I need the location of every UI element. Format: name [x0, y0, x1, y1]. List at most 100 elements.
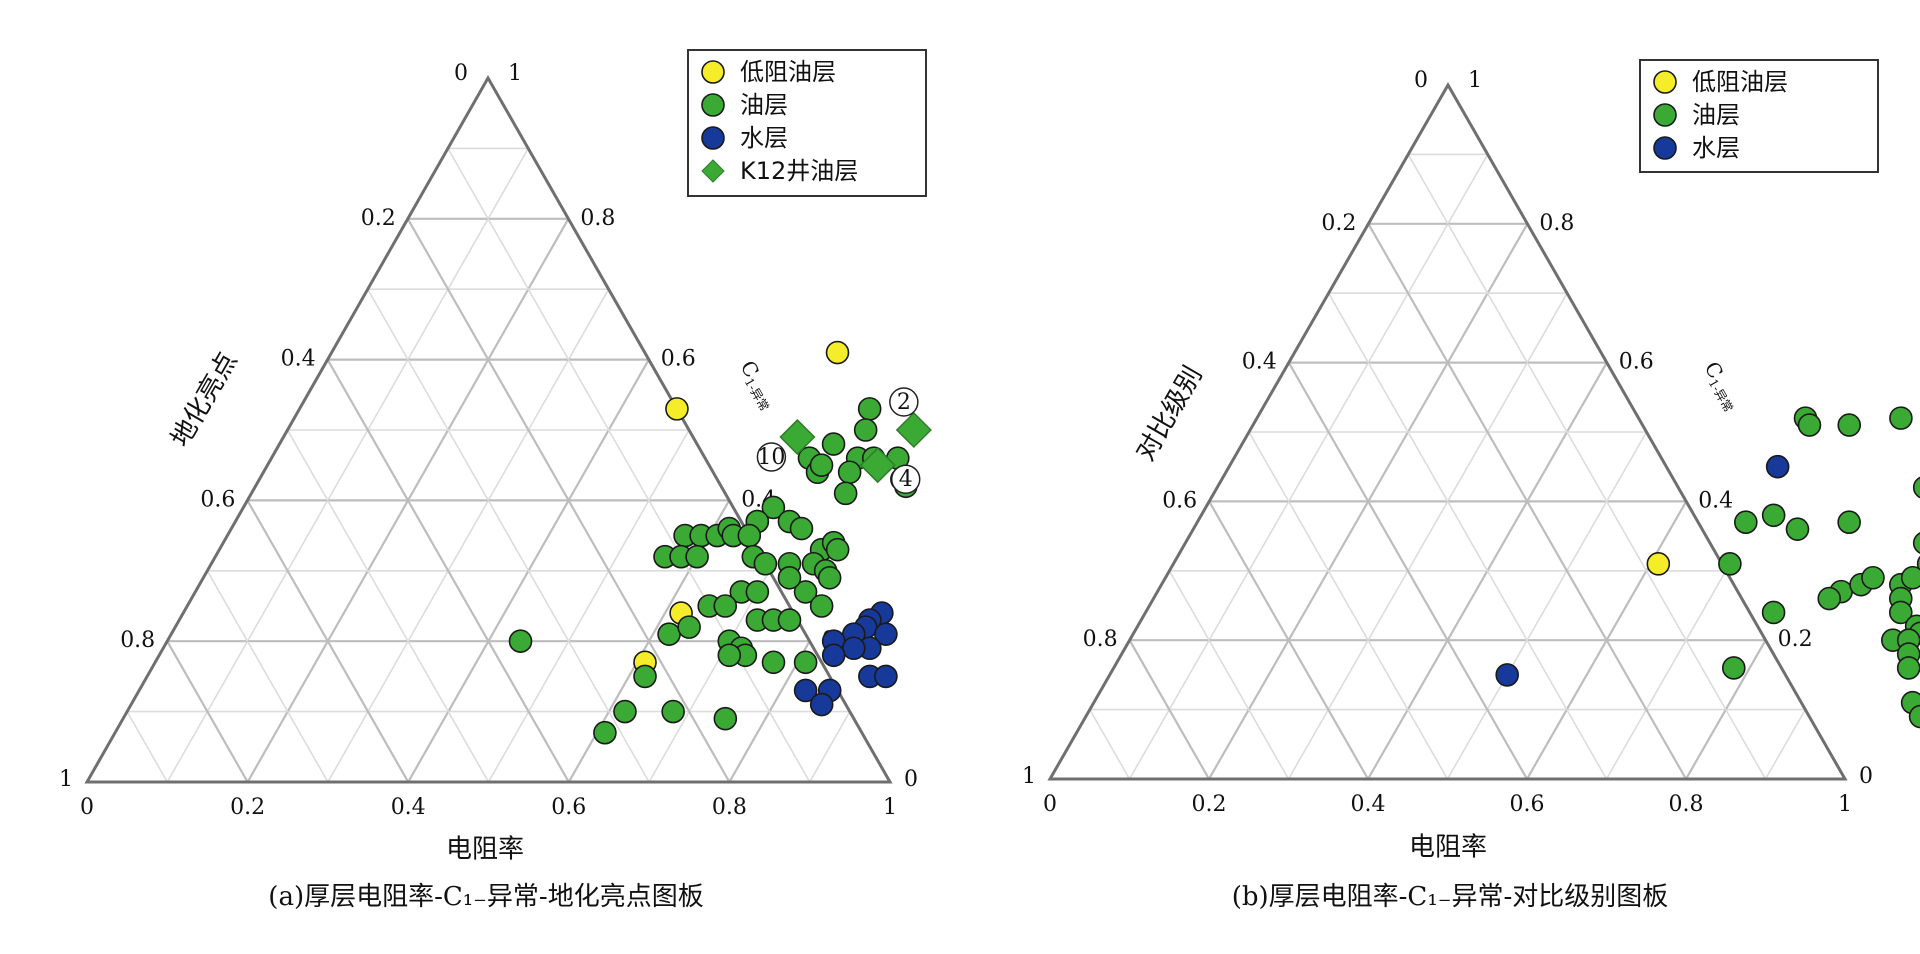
data-point: [761, 495, 786, 520]
right-axis-title-sub: 1-异常: [1706, 376, 1736, 414]
data-point: [753, 551, 778, 576]
data-point: [1861, 565, 1885, 590]
left-corner-tick: 1: [1022, 764, 1036, 789]
grid-line: [648, 570, 771, 783]
legend-label: 水层: [1692, 134, 1740, 162]
left-tick-label: 0.4: [1242, 350, 1277, 375]
data-point: [833, 481, 858, 506]
point-label: 4: [899, 467, 913, 492]
legend-label: 油层: [1692, 101, 1740, 129]
data-point: [793, 580, 818, 604]
legend-marker: [701, 126, 725, 150]
grid-line: [166, 148, 529, 783]
left-axis-title: 地化亮点: [166, 347, 244, 452]
data-point: [1817, 586, 1842, 611]
grid-line: [487, 429, 690, 783]
grid-line: [1128, 639, 1210, 780]
grid-line: [1367, 223, 1687, 780]
grid-line: [1208, 500, 1369, 780]
data-point: [745, 580, 770, 604]
data-point: [1797, 413, 1822, 437]
data-point: [853, 418, 878, 442]
legend-label: K12井油层: [740, 157, 858, 185]
grid-line: [1128, 154, 1489, 780]
grid: [126, 147, 851, 783]
point-label: 2: [897, 390, 911, 415]
right-axis-title-sub: 1-异常: [742, 375, 772, 413]
data-point: [793, 678, 818, 703]
data-point: [809, 692, 834, 717]
legend-marker: [1653, 136, 1677, 160]
data-point: [1721, 656, 1746, 680]
apex-left-tick: 0: [454, 61, 468, 86]
data-point: [761, 650, 786, 675]
data-point: [1908, 704, 1920, 729]
data-point: [665, 397, 689, 421]
data-point: [677, 615, 701, 639]
panel-caption: (b)厚层电阻率-C₁₋异常-对比级别图板: [1232, 882, 1669, 912]
data-point: [817, 566, 842, 590]
ternary-panel-b: 0 0.2 0.4 0.6 0.8 10.80.60.40.20.20.40.60.80 1…: [1022, 59, 1920, 912]
grid-line: [406, 218, 731, 783]
data-points: [1495, 406, 1920, 729]
bottom-tick-label: 0.6: [551, 795, 586, 820]
data-point: [508, 629, 533, 654]
grid-line: [326, 359, 570, 783]
data-point: [1912, 532, 1920, 554]
bottom-tick-label: 0.4: [391, 795, 426, 820]
legend-box: [1639, 59, 1879, 173]
grid-line: [126, 711, 168, 783]
data-point: [593, 720, 617, 745]
triangle-frame: [1047, 81, 1848, 781]
data-point: [821, 643, 846, 668]
right-tick-label: 0.6: [661, 347, 696, 372]
data-point: [1916, 555, 1920, 572]
grid-line: [206, 570, 329, 783]
bottom-tick-label: 1: [1838, 792, 1852, 817]
bottom-tick-label: 1: [883, 795, 897, 820]
grid-line: [1764, 709, 1806, 780]
data-point: [841, 636, 866, 661]
left-tick-label: 0.8: [120, 628, 155, 653]
left-tick-label: 0.2: [361, 206, 396, 231]
grid-line: [809, 711, 851, 783]
legend-marker: [1653, 103, 1677, 127]
grid-line: [1168, 570, 1290, 780]
data-point: [1734, 510, 1758, 535]
triangle-frame: [84, 74, 893, 784]
bottom-tick-label: 0.4: [1351, 792, 1386, 817]
bottom-tick-label: 0.8: [712, 795, 747, 820]
grid-line: [1446, 431, 1648, 780]
data-point-diamond: [779, 418, 816, 456]
bottom-axis-title: 电阻率: [446, 835, 524, 865]
bottom-axis-title: 电阻率: [1409, 833, 1487, 863]
data-point: [809, 594, 834, 618]
grid-line: [1407, 154, 1767, 780]
data-point: [713, 706, 738, 731]
left-corner-tick: 1: [59, 767, 73, 792]
data-point: [1718, 552, 1742, 576]
data-point: [789, 516, 814, 541]
data-point: [821, 432, 846, 456]
data-point: [1495, 663, 1519, 687]
bottom-tick-label: 0.2: [1192, 792, 1227, 817]
legend-label: 油层: [740, 91, 788, 119]
data-point-diamond: [859, 447, 896, 484]
data-point: [1646, 552, 1671, 576]
data-point: [1900, 565, 1920, 590]
data-points: [508, 340, 932, 745]
point-label-circle: [890, 464, 921, 494]
bottom-tick-label: 0.6: [1510, 792, 1545, 817]
grid-line: [246, 499, 410, 783]
data-point: [713, 594, 738, 618]
left-axis-title: 对比级别: [1131, 361, 1209, 466]
legend-label: 低阻油层: [1692, 68, 1788, 96]
legend-marker: [701, 93, 725, 117]
legend-box: [687, 49, 927, 197]
grid-line: [1327, 292, 1608, 780]
left-tick-label: 0.4: [281, 347, 316, 372]
bottom-tick-label: 0: [1043, 792, 1057, 817]
data-point: [825, 340, 850, 365]
